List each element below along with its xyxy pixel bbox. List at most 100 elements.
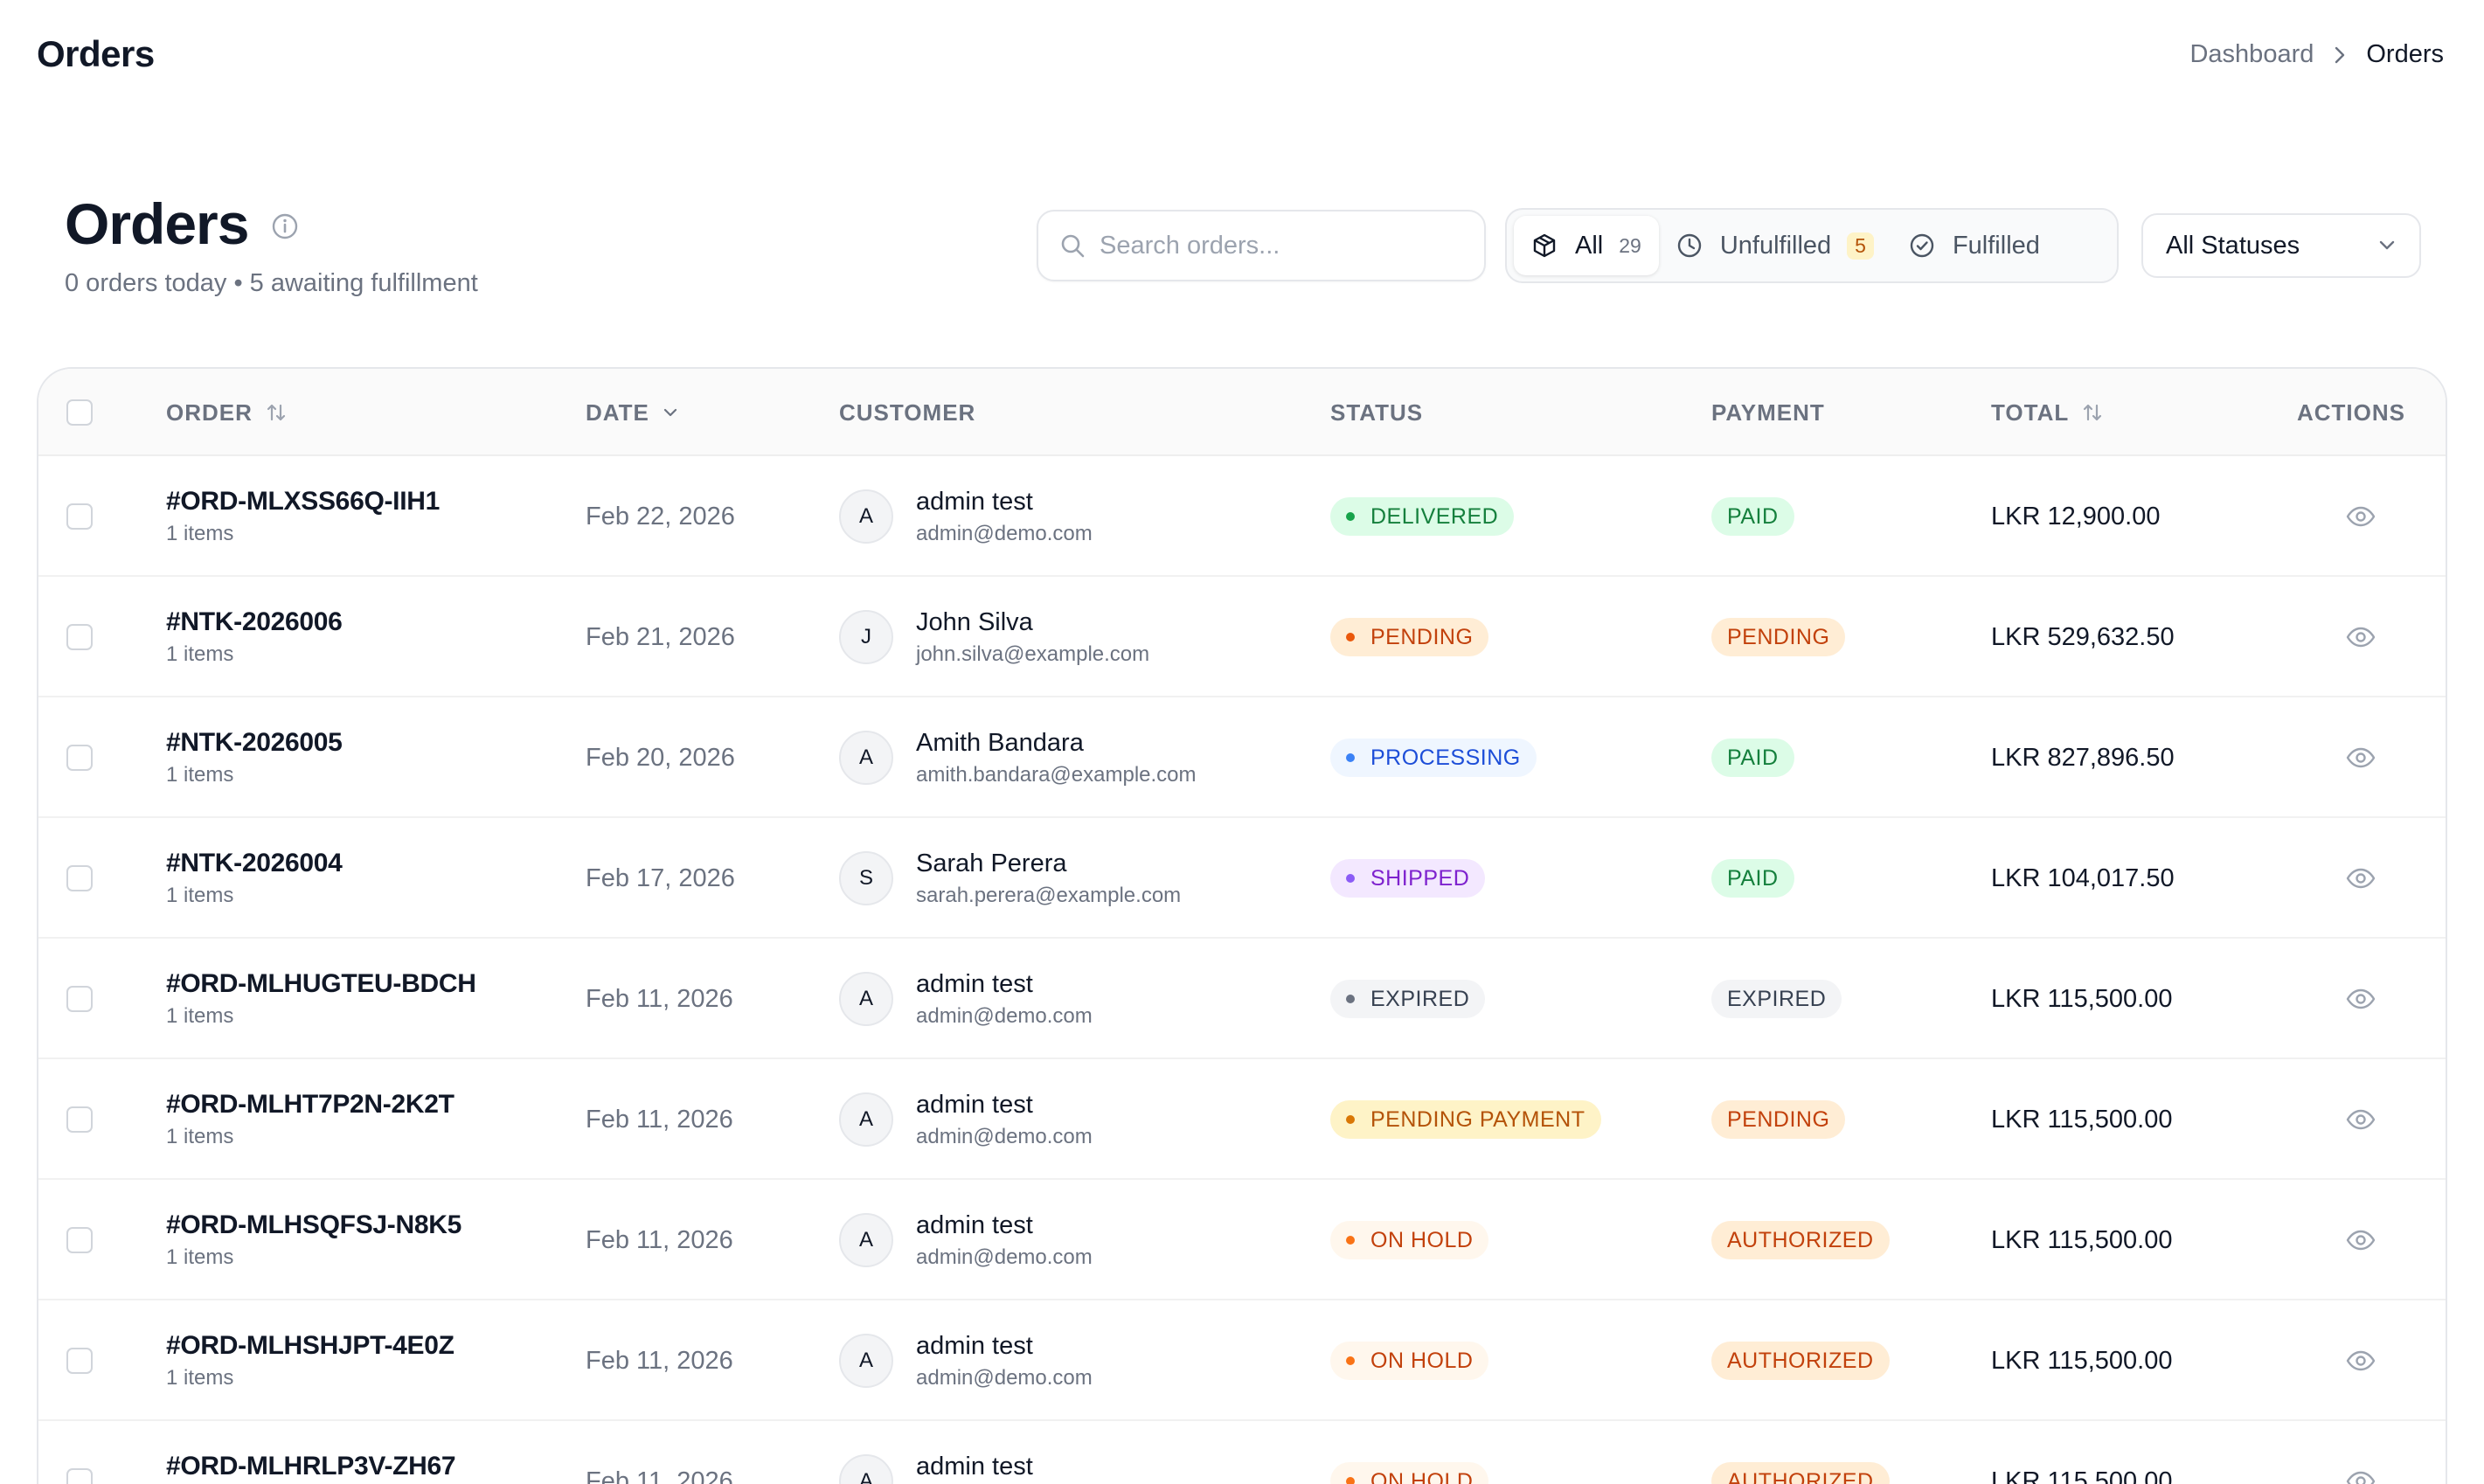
table-row[interactable]: #ORD-MLHRLP3V-ZH671 items Feb 11, 2026 Aad… xyxy=(38,1421,2446,1484)
view-eye-icon[interactable] xyxy=(2346,577,2376,697)
column-order[interactable]: ORDER xyxy=(166,369,288,456)
row-checkbox[interactable] xyxy=(66,1106,93,1133)
column-date[interactable]: DATE xyxy=(586,369,679,456)
status-label: ON HOLD xyxy=(1370,1468,1474,1484)
customer-cell: J John Silva john.silva@example.com xyxy=(839,577,1149,697)
view-eye-icon[interactable] xyxy=(2346,1059,2376,1180)
tab-fulfilled-label: Fulfilled xyxy=(1952,231,2040,260)
order-id[interactable]: #NTK-2026006 xyxy=(166,607,343,636)
status-badge: PENDING PAYMENT xyxy=(1330,1100,1601,1139)
package-icon xyxy=(1531,232,1558,259)
row-checkbox[interactable] xyxy=(66,745,93,771)
row-checkbox[interactable] xyxy=(66,1468,93,1484)
status-filter-value: All Statuses xyxy=(2166,231,2300,260)
order-cell: #ORD-MLHRLP3V-ZH671 items xyxy=(166,1421,456,1484)
row-checkbox[interactable] xyxy=(66,624,93,650)
column-order-label: ORDER xyxy=(166,399,253,426)
view-eye-icon[interactable] xyxy=(2346,1300,2376,1421)
info-icon[interactable] xyxy=(271,212,299,240)
status-cell: PENDING PAYMENT xyxy=(1330,1059,1601,1180)
status-label: EXPIRED xyxy=(1370,986,1470,1011)
status-cell: ON HOLD xyxy=(1330,1421,1489,1484)
order-total: LKR 104,017.50 xyxy=(1991,863,2175,892)
view-eye-icon[interactable] xyxy=(2346,939,2376,1059)
date-cell: Feb 11, 2026 xyxy=(586,1059,733,1180)
column-total[interactable]: TOTAL xyxy=(1991,369,2104,456)
row-checkbox[interactable] xyxy=(66,503,93,530)
order-total: LKR 12,900.00 xyxy=(1991,502,2161,530)
status-cell: EXPIRED xyxy=(1330,939,1486,1059)
tab-fulfilled[interactable]: Fulfilled xyxy=(1891,216,2057,275)
row-checkbox[interactable] xyxy=(66,986,93,1012)
total-cell: LKR 827,896.50 xyxy=(1991,697,2175,818)
status-dot xyxy=(1346,995,1355,1003)
select-all-checkbox[interactable] xyxy=(66,399,93,426)
view-eye-icon[interactable] xyxy=(2346,1421,2376,1484)
order-date: Feb 21, 2026 xyxy=(586,622,735,651)
avatar: A xyxy=(839,1334,893,1388)
status-dot xyxy=(1346,1115,1355,1124)
date-cell: Feb 11, 2026 xyxy=(586,1180,733,1300)
status-label: DELIVERED xyxy=(1370,503,1499,529)
chevron-right-icon xyxy=(2333,45,2347,65)
payment-badge: EXPIRED xyxy=(1711,980,1842,1018)
order-id[interactable]: #ORD-MLHUGTEU-BDCH xyxy=(166,969,476,998)
total-cell: LKR 529,632.50 xyxy=(1991,577,2175,697)
date-cell: Feb 21, 2026 xyxy=(586,577,735,697)
customer-email: admin@demo.com xyxy=(916,1365,1093,1390)
date-cell: Feb 11, 2026 xyxy=(586,1421,733,1484)
sort-icon xyxy=(265,401,288,424)
avatar: J xyxy=(839,610,893,664)
payment-badge: PAID xyxy=(1711,859,1794,898)
table-row[interactable]: #NTK-2026006 1 items Feb 21, 2026 J John Sil… xyxy=(38,577,2446,697)
view-eye-icon[interactable] xyxy=(2346,697,2376,818)
status-dot xyxy=(1346,512,1355,521)
status-badge: EXPIRED xyxy=(1330,980,1486,1018)
order-id[interactable]: #ORD-MLHSHJPT-4E0Z xyxy=(166,1331,454,1360)
order-cell: #ORD-MLXSS66Q-IIH1 1 items xyxy=(166,456,440,577)
total-cell: LKR 12,900.00 xyxy=(1991,456,2160,577)
order-id[interactable]: #ORD-MLHT7P2N-2K2T xyxy=(166,1090,454,1119)
breadcrumb-dashboard-link[interactable]: Dashboard xyxy=(2189,40,2314,68)
tab-all[interactable]: All 29 xyxy=(1514,216,1659,275)
date-cell: Feb 11, 2026 xyxy=(586,939,733,1059)
avatar: A xyxy=(839,1454,893,1484)
customer-name: John Silva xyxy=(916,607,1033,636)
order-id[interactable]: #ORD-MLHRLP3V-ZH67 xyxy=(166,1452,456,1481)
order-id[interactable]: #NTK-2026004 xyxy=(166,849,343,877)
row-checkbox[interactable] xyxy=(66,865,93,891)
payment-cell: EXPIRED xyxy=(1711,939,1842,1059)
order-date: Feb 20, 2026 xyxy=(586,743,735,772)
status-cell: ON HOLD xyxy=(1330,1300,1489,1421)
status-cell: DELIVERED xyxy=(1330,456,1515,577)
column-status: STATUS xyxy=(1330,399,1424,426)
row-checkbox[interactable] xyxy=(66,1227,93,1253)
row-checkbox[interactable] xyxy=(66,1348,93,1374)
table-row[interactable]: #NTK-2026004 1 items Feb 17, 2026 S Sarah Pe… xyxy=(38,818,2446,939)
order-item-count: 1 items xyxy=(166,763,234,787)
order-item-count: 1 items xyxy=(166,1004,234,1028)
view-eye-icon[interactable] xyxy=(2346,1180,2376,1300)
check-circle-icon xyxy=(1909,232,1935,259)
status-filter-select[interactable]: All Statuses xyxy=(2141,213,2421,278)
search-box[interactable] xyxy=(1037,210,1486,281)
order-id[interactable]: #ORD-MLXSS66Q-IIH1 xyxy=(166,487,440,516)
order-cell: #ORD-MLHUGTEU-BDCH 1 items xyxy=(166,939,476,1059)
order-id[interactable]: #NTK-2026005 xyxy=(166,728,343,757)
view-eye-icon[interactable] xyxy=(2346,818,2376,939)
table-row[interactable]: #NTK-2026005 1 items Feb 20, 2026 A Amith Ba… xyxy=(38,697,2446,818)
sort-icon xyxy=(2081,401,2104,424)
date-cell: Feb 20, 2026 xyxy=(586,697,735,818)
view-eye-icon[interactable] xyxy=(2346,456,2376,577)
order-id[interactable]: #ORD-MLHSQFSJ-N8K5 xyxy=(166,1210,461,1239)
tab-unfulfilled[interactable]: Unfulfilled 5 xyxy=(1659,216,1891,275)
search-input[interactable] xyxy=(1100,231,1467,260)
column-date-label: DATE xyxy=(586,399,649,426)
